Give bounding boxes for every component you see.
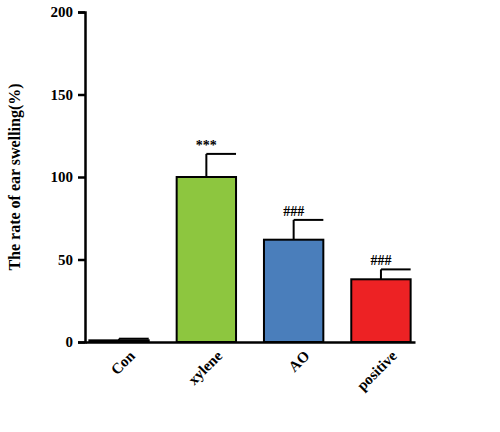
plot-area <box>89 154 410 342</box>
tick-label: 50 <box>58 252 73 268</box>
tick: 200 <box>51 4 86 20</box>
tick-label: 100 <box>51 169 74 185</box>
error-bar <box>381 269 411 279</box>
tick-mark <box>78 11 85 14</box>
x-axis: Con xylene AO positive <box>86 342 416 394</box>
tick-label: Con <box>108 347 139 378</box>
tick-mark <box>78 341 85 344</box>
tick: 0 <box>66 334 86 350</box>
error-cap <box>119 338 149 340</box>
error-stem <box>205 154 207 177</box>
tick: positive <box>354 342 400 394</box>
error-cap <box>381 268 411 270</box>
tick: Con <box>108 342 139 378</box>
annotations: *** ### ### <box>196 138 392 269</box>
tick: AO <box>285 342 312 375</box>
error-stem <box>380 269 382 279</box>
bar <box>177 177 236 342</box>
error-stem <box>293 220 295 240</box>
tick: 100 <box>51 169 86 185</box>
tick-label: 150 <box>51 87 74 103</box>
error-bar <box>294 220 324 240</box>
tick: 150 <box>51 87 86 103</box>
tick-label: 200 <box>51 4 74 20</box>
y-axis: 0 50 100 150 200 <box>51 4 86 350</box>
tick-mark <box>78 176 85 179</box>
tick: xylene <box>185 342 225 388</box>
tick-mark <box>78 94 85 97</box>
tick-label: AO <box>285 348 312 375</box>
axis-line <box>86 341 416 344</box>
error-cap <box>206 153 236 155</box>
tick-label: positive <box>354 347 400 393</box>
annotation: ### <box>283 204 304 219</box>
tick: 50 <box>58 252 85 268</box>
y-axis-title: The rate of ear swelling(%) <box>6 83 24 270</box>
chart: *** ### ### 0 50 100 150 200 Con xylene AO positive… <box>0 0 500 432</box>
tick-label: xylene <box>185 347 225 387</box>
tick-label: 0 <box>66 334 74 350</box>
bar <box>351 279 410 342</box>
error-cap <box>294 219 324 221</box>
annotation: ### <box>370 253 391 268</box>
error-bar <box>119 339 149 341</box>
axis-line <box>78 13 86 343</box>
tick-mark <box>78 259 85 262</box>
error-bar <box>206 154 236 177</box>
bar <box>264 240 323 342</box>
annotation: *** <box>196 138 217 153</box>
